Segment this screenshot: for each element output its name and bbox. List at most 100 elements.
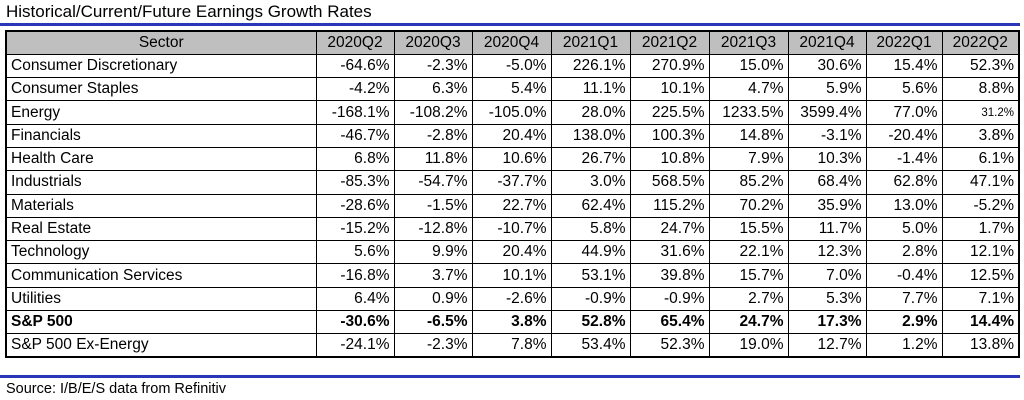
- value-cell: -168.1%: [315, 100, 395, 125]
- value-cell: 11.7%: [787, 216, 867, 242]
- value-cell: 1.7%: [941, 216, 1020, 242]
- table-row: Consumer Discretionary -64.6% -2.3% -5.0% 22…: [5, 53, 1020, 79]
- value-cell: 22.1%: [708, 240, 789, 265]
- value-cell: 115.2%: [629, 193, 710, 218]
- value-cell: 15.7%: [708, 263, 789, 288]
- sector-cell: S&P 500: [5, 310, 317, 335]
- earnings-growth-table: Sector 2020Q2 2020Q3 2020Q4 2021Q1 2021Q…: [5, 30, 1020, 359]
- value-cell: 3599.4%: [787, 100, 867, 125]
- value-cell: 10.1%: [471, 263, 552, 288]
- value-cell: 1233.5%: [708, 100, 789, 125]
- value-cell: 7.9%: [708, 146, 789, 172]
- value-cell: 85.2%: [708, 170, 789, 195]
- value-cell: 11.8%: [393, 146, 473, 172]
- sector-cell: S&P 500 Ex-Energy: [5, 333, 317, 358]
- value-cell: -28.6%: [315, 193, 395, 218]
- sector-cell: Financials: [5, 123, 317, 148]
- bottom-rule: [0, 375, 1020, 378]
- value-cell: 31.6%: [629, 240, 710, 265]
- value-cell: 17.3%: [787, 310, 867, 335]
- value-cell: 138.0%: [550, 123, 631, 148]
- value-cell: 24.7%: [708, 310, 789, 335]
- table-row: S&P 500 Ex-Energy -24.1% -2.3% 7.8% 53.4% 52.…: [5, 333, 1020, 358]
- value-cell: 15.5%: [708, 216, 789, 242]
- value-cell: -15.2%: [315, 216, 395, 242]
- value-cell: 3.0%: [550, 170, 631, 195]
- value-cell: 53.4%: [550, 333, 631, 358]
- value-cell: 13.0%: [865, 193, 943, 218]
- value-cell: 20.4%: [471, 123, 552, 148]
- value-cell: 19.0%: [708, 333, 789, 358]
- value-cell: -1.5%: [393, 193, 473, 218]
- value-cell: 52.3%: [941, 53, 1020, 79]
- value-cell: -1.4%: [865, 146, 943, 172]
- value-cell: -46.7%: [315, 123, 395, 148]
- sector-cell: Utilities: [5, 286, 317, 312]
- col-header-2021q4: 2021Q4: [787, 30, 867, 55]
- col-header-2020q4: 2020Q4: [471, 30, 552, 55]
- value-cell: 28.0%: [550, 100, 631, 125]
- value-cell: 5.4%: [471, 77, 552, 102]
- value-cell: 20.4%: [471, 240, 552, 265]
- value-cell: 12.7%: [787, 333, 867, 358]
- value-cell: 53.1%: [550, 263, 631, 288]
- value-cell: 24.7%: [629, 216, 710, 242]
- value-cell: -30.6%: [315, 310, 395, 335]
- value-cell: 14.4%: [941, 310, 1020, 335]
- value-cell: -16.8%: [315, 263, 395, 288]
- table-row: Communication Services -16.8% 3.7% 10.1% 53.…: [5, 263, 1020, 288]
- value-cell: 2.8%: [865, 240, 943, 265]
- value-cell: 3.8%: [471, 310, 552, 335]
- value-cell: 11.1%: [550, 77, 631, 102]
- value-cell: -12.8%: [393, 216, 473, 242]
- value-cell: 15.0%: [708, 53, 789, 79]
- table-row: Industrials -85.3% -54.7% -37.7% 3.0% 568.5% 8…: [5, 170, 1020, 195]
- value-cell: 44.9%: [550, 240, 631, 265]
- sector-cell: Consumer Discretionary: [5, 53, 317, 79]
- value-cell: -0.4%: [865, 263, 943, 288]
- col-header-2020q3: 2020Q3: [393, 30, 473, 55]
- value-cell: 12.1%: [941, 240, 1020, 265]
- value-cell: 5.6%: [315, 240, 395, 265]
- value-cell: 0.9%: [393, 286, 473, 312]
- value-cell: 10.8%: [629, 146, 710, 172]
- value-cell: -3.1%: [787, 123, 867, 148]
- sector-cell: Health Care: [5, 146, 317, 172]
- sector-cell: Technology: [5, 240, 317, 265]
- value-cell: 5.3%: [787, 286, 867, 312]
- value-cell: -20.4%: [865, 123, 943, 148]
- value-cell: 39.8%: [629, 263, 710, 288]
- value-cell: -0.9%: [550, 286, 631, 312]
- value-cell: 6.3%: [393, 77, 473, 102]
- value-cell: -6.5%: [393, 310, 473, 335]
- value-cell: 12.5%: [941, 263, 1020, 288]
- value-cell: -10.7%: [471, 216, 552, 242]
- value-cell: 7.1%: [941, 286, 1020, 312]
- value-cell: -24.1%: [315, 333, 395, 358]
- value-cell: 5.9%: [787, 77, 867, 102]
- table-title: Historical/Current/Future Earnings Growt…: [6, 2, 372, 21]
- value-cell: -105.0%: [471, 100, 552, 125]
- col-header-2021q2: 2021Q2: [629, 30, 710, 55]
- value-cell: 13.8%: [941, 333, 1020, 358]
- value-cell: 10.1%: [629, 77, 710, 102]
- value-cell: 270.9%: [629, 53, 710, 79]
- value-cell: 52.8%: [550, 310, 631, 335]
- table-row: S&P 500 -30.6% -6.5% 3.8% 52.8% 65.4% 24.7% 17.…: [5, 310, 1020, 335]
- value-cell: 2.9%: [865, 310, 943, 335]
- value-cell: 9.9%: [393, 240, 473, 265]
- header-row: Sector 2020Q2 2020Q3 2020Q4 2021Q1 2021Q…: [5, 30, 1020, 55]
- col-header-2022q2: 2022Q2: [941, 30, 1020, 55]
- value-cell: 3.8%: [941, 123, 1020, 148]
- value-cell: -2.3%: [393, 53, 473, 79]
- value-cell: 70.2%: [708, 193, 789, 218]
- table-row: Financials -46.7% -2.8% 20.4% 138.0% 100.3% 14…: [5, 123, 1020, 148]
- value-cell: 7.7%: [865, 286, 943, 312]
- value-cell: -85.3%: [315, 170, 395, 195]
- col-header-sector: Sector: [5, 30, 317, 55]
- value-cell: 8.8%: [941, 77, 1020, 102]
- value-cell: 30.6%: [787, 53, 867, 79]
- col-header-2020q2: 2020Q2: [315, 30, 395, 55]
- table-row: Technology 5.6% 9.9% 20.4% 44.9% 31.6% 22.1% 12…: [5, 240, 1020, 265]
- sector-cell: Real Estate: [5, 216, 317, 242]
